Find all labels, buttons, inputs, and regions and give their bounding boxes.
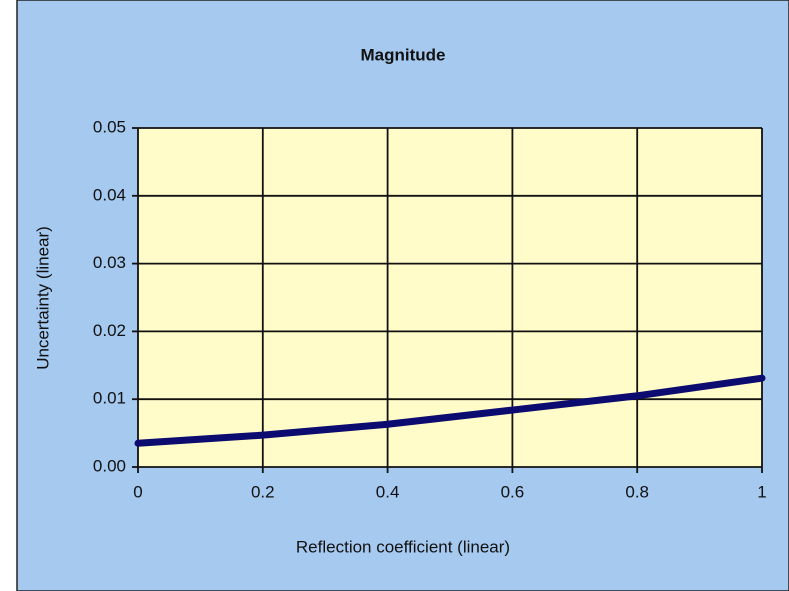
plot-area [138, 128, 762, 467]
y-tick-label: 0.03 [93, 253, 126, 272]
y-tick-label: 0.05 [93, 117, 126, 136]
x-tick-label: 0.6 [501, 482, 525, 501]
x-tick-label: 0.8 [625, 482, 649, 501]
x-tick-label: 1 [757, 482, 766, 501]
data-line [134, 374, 766, 447]
y-tick-label: 0.00 [93, 456, 126, 475]
x-axis-label: Reflection coefficient (linear) [296, 537, 510, 556]
y-tick-label: 0.02 [93, 321, 126, 340]
x-tick-label: 0 [133, 482, 142, 501]
y-axis-label: Uncertainty (linear) [33, 226, 52, 370]
y-tick-label: 0.04 [93, 185, 126, 204]
x-tick-label: 0.2 [251, 482, 275, 501]
x-tick-label: 0.4 [376, 482, 400, 501]
y-tick-label: 0.01 [93, 389, 126, 408]
chart-title: Magnitude [361, 45, 446, 64]
